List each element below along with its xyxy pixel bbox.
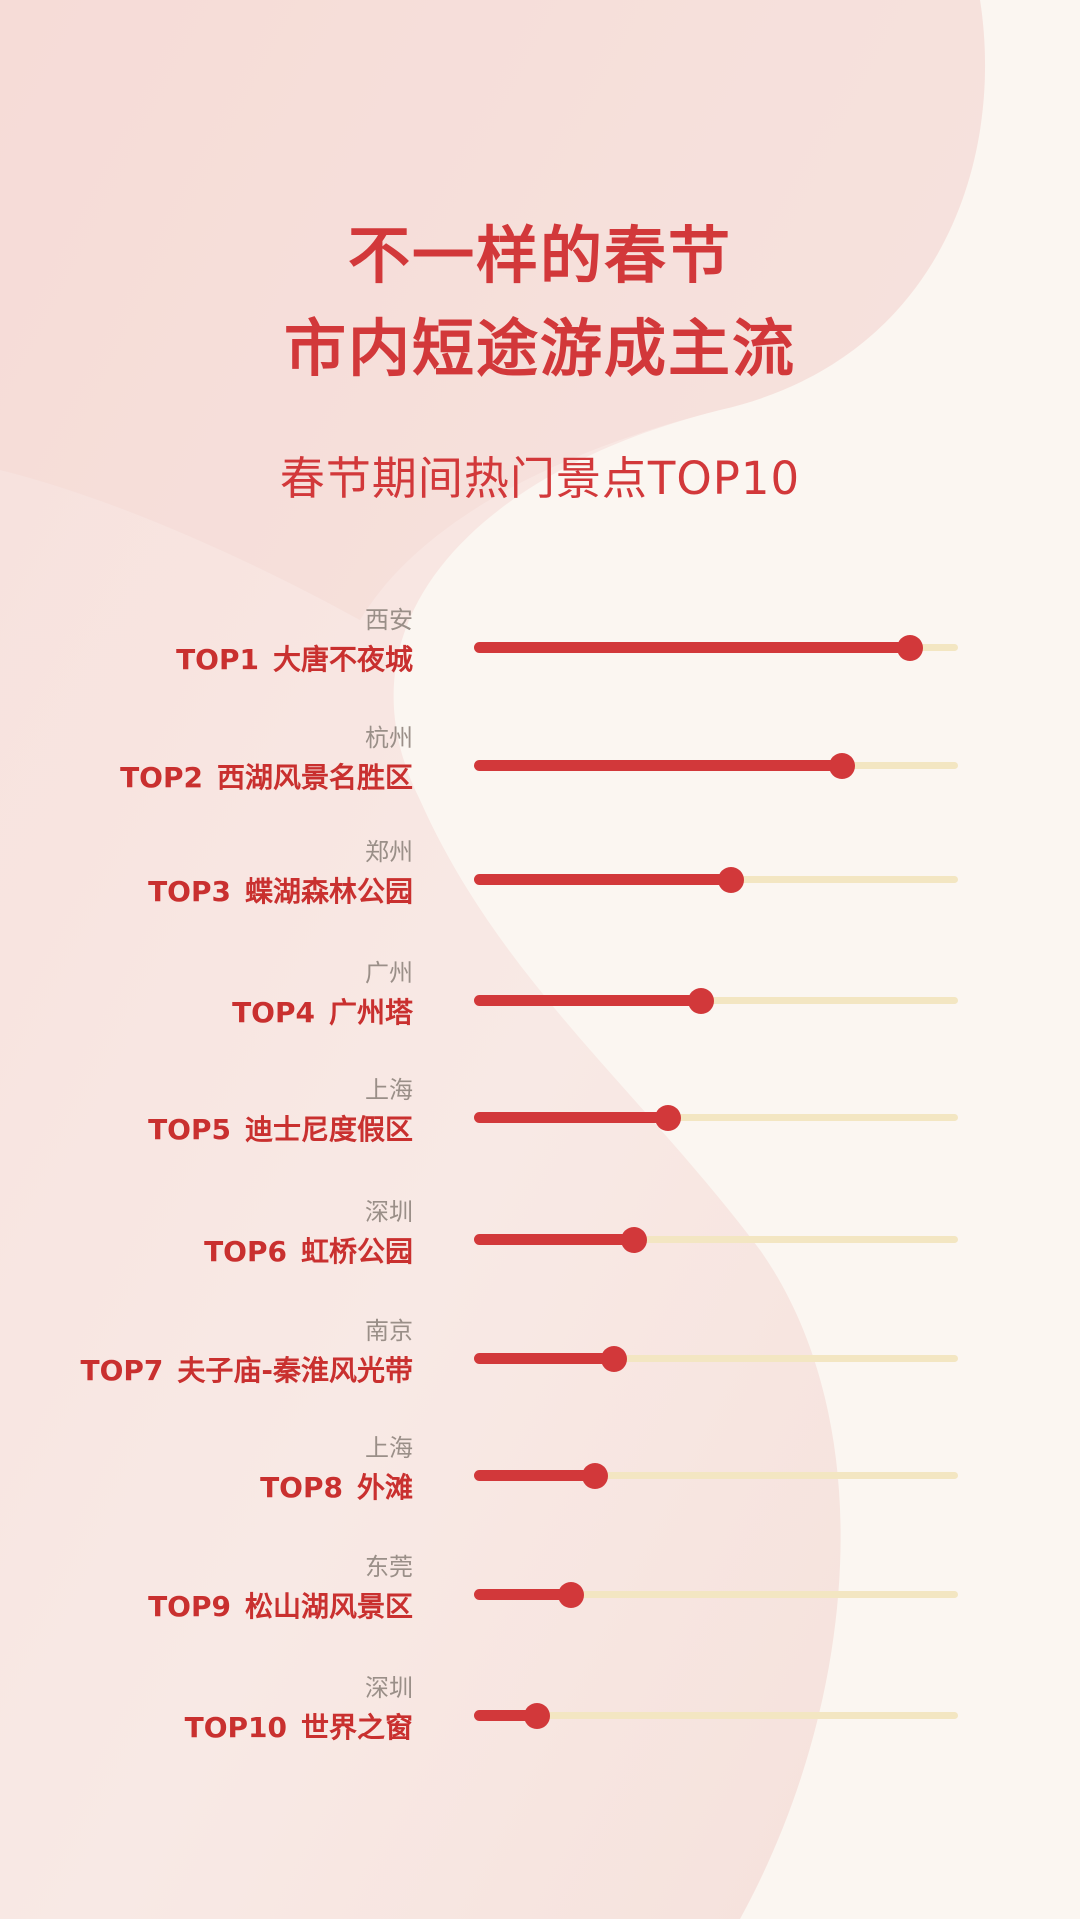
attraction-name: 世界之窗 [300,1711,413,1744]
rank-label: TOP7 [80,1354,164,1387]
attraction-name: 虹桥公园 [300,1235,413,1268]
city-label: 东莞 [365,1553,413,1581]
attraction-name: 迪士尼度假区 [244,1113,413,1146]
city-label: 广州 [365,959,413,987]
attraction-label: TOP9 松山湖风景区 [148,1585,413,1625]
bar-track [474,997,958,1004]
city-label: 郑州 [365,838,413,866]
page-title-line2: 市内短途游成主流 [283,312,796,385]
bar-end-dot [655,1105,681,1131]
page-title-line1: 不一样的春节 [347,219,732,292]
bar-fill [474,642,910,653]
attraction-label: TOP7 夫子庙-秦淮风光带 [80,1349,413,1389]
chart-row: 深圳 TOP10 世界之窗 [0,1668,1080,1768]
rank-label: TOP2 [120,761,203,794]
bar-end-dot [621,1227,647,1253]
attraction-label: TOP3 蝶湖森林公园 [148,870,413,910]
bar-track [474,1712,958,1719]
chart-row: 南京 TOP7 夫子庙-秦淮风光带 [0,1311,1080,1411]
city-label: 上海 [365,1076,413,1104]
rank-label: TOP1 [176,643,259,676]
rank-label: TOP10 [184,1711,287,1744]
attraction-name: 外滩 [356,1471,413,1504]
bar-end-dot [558,1582,584,1608]
bar-fill [474,1710,537,1721]
attraction-name: 西湖风景名胜区 [216,761,413,794]
chart-row: 广州 TOP4 广州塔 [0,953,1080,1053]
bar-fill [474,1112,668,1123]
chart-row: 深圳 TOP6 虹桥公园 [0,1192,1080,1292]
attraction-label: TOP5 迪士尼度假区 [148,1108,413,1148]
rank-label: TOP9 [148,1590,231,1623]
bar-track [474,1114,958,1121]
bar-track [474,1591,958,1598]
rank-label: TOP4 [232,996,315,1029]
bar-end-dot [582,1463,608,1489]
attraction-name: 夫子庙-秦淮风光带 [177,1354,413,1387]
attraction-label: TOP10 世界之窗 [185,1706,413,1746]
bar-fill [474,760,842,771]
chart-row: 西安 TOP1 大唐不夜城 [0,600,1080,700]
attraction-name: 松山湖风景区 [244,1590,413,1623]
attraction-label: TOP4 广州塔 [232,991,413,1031]
chart-row: 杭州 TOP2 西湖风景名胜区 [0,718,1080,818]
chart-row: 上海 TOP8 外滩 [0,1428,1080,1528]
chart-row: 郑州 TOP3 蝶湖森林公园 [0,832,1080,932]
city-label: 上海 [365,1434,413,1462]
bar-fill [474,1470,595,1481]
rank-label: TOP6 [204,1235,287,1268]
rank-label: TOP8 [260,1471,343,1504]
city-label: 西安 [365,606,413,634]
attraction-name: 大唐不夜城 [272,643,413,676]
rank-label: TOP5 [148,1113,231,1146]
attraction-label: TOP1 大唐不夜城 [176,638,413,678]
chart-row: 东莞 TOP9 松山湖风景区 [0,1547,1080,1647]
bar-end-dot [524,1703,550,1729]
chart-row: 上海 TOP5 迪士尼度假区 [0,1070,1080,1170]
bar-fill [474,1589,571,1600]
city-label: 深圳 [365,1198,413,1226]
bar-end-dot [718,867,744,893]
bar-track [474,1236,958,1243]
bar-end-dot [601,1346,627,1372]
city-label: 杭州 [365,724,413,752]
bar-end-dot [688,988,714,1014]
attraction-label: TOP8 外滩 [260,1466,413,1506]
attraction-label: TOP2 西湖风景名胜区 [120,756,413,796]
bar-end-dot [897,635,923,661]
bar-fill [474,995,701,1006]
bar-track [474,1472,958,1479]
attraction-name: 蝶湖森林公园 [244,875,413,908]
bar-end-dot [829,753,855,779]
attraction-name: 广州塔 [328,996,413,1029]
city-label: 南京 [365,1317,413,1345]
bar-fill [474,1353,614,1364]
rank-label: TOP3 [148,875,231,908]
chart-subtitle: 春节期间热门景点TOP10 [279,452,801,505]
bar-fill [474,874,731,885]
bar-fill [474,1234,634,1245]
bar-track [474,1355,958,1362]
attraction-label: TOP6 虹桥公园 [204,1230,413,1270]
city-label: 深圳 [365,1674,413,1702]
